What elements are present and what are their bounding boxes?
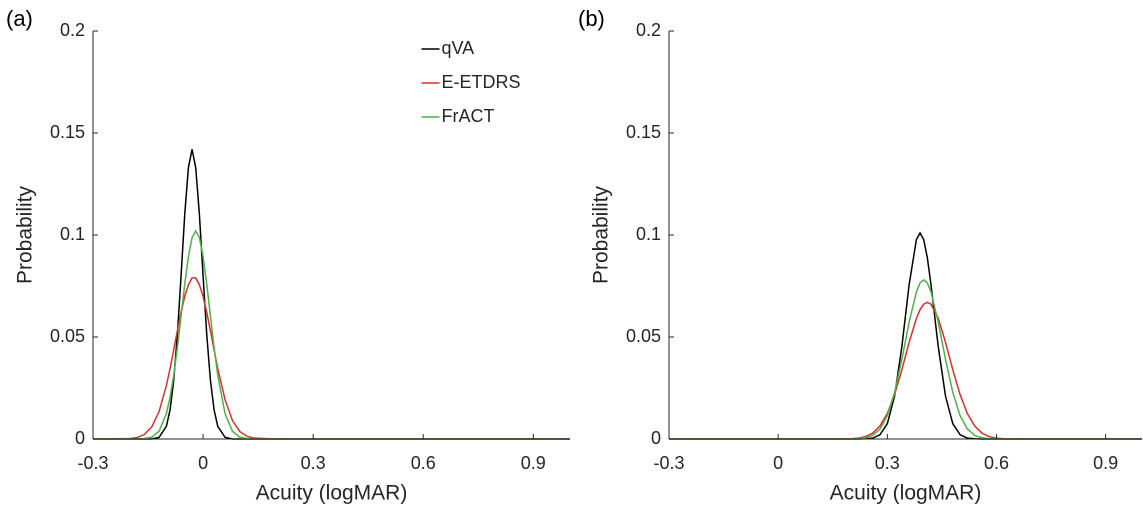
series-line xyxy=(93,149,570,440)
x-tick-label: 0.9 xyxy=(521,453,546,473)
y-tick-label: 0.1 xyxy=(636,224,661,244)
x-axis-label: Acuity (logMAR) xyxy=(256,482,408,505)
x-tick-label: 0.6 xyxy=(411,453,436,473)
y-axis-label: Probability xyxy=(590,185,613,284)
y-tick-label: 0 xyxy=(75,428,85,448)
x-tick-label: 0.3 xyxy=(301,453,326,473)
y-tick-label: 0.15 xyxy=(626,122,661,142)
x-tick-label: 0 xyxy=(773,453,783,473)
x-tick-label: 0 xyxy=(198,453,208,473)
x-tick-label: 0.3 xyxy=(875,453,900,473)
y-tick-label: 0.2 xyxy=(636,20,661,40)
legend-label: FrACT xyxy=(442,106,495,126)
series-line xyxy=(669,301,1142,440)
series-line xyxy=(92,277,570,440)
x-tick-label: -0.3 xyxy=(653,453,684,473)
y-tick-label: 0 xyxy=(651,428,661,448)
legend-label: E-ETDRS xyxy=(442,72,521,92)
panel-label: (a) xyxy=(6,6,33,31)
x-axis-label: Acuity (logMAR) xyxy=(830,482,982,505)
y-tick-label: 0.2 xyxy=(60,20,85,40)
y-tick-label: 0.1 xyxy=(60,224,85,244)
legend-label: qVA xyxy=(442,38,475,58)
x-tick-label: 0.6 xyxy=(984,453,1009,473)
y-tick-label: 0.05 xyxy=(626,326,661,346)
y-tick-label: 0.15 xyxy=(50,122,85,142)
series-line xyxy=(669,278,1142,440)
x-tick-label: 0.9 xyxy=(1093,453,1118,473)
y-tick-label: 0.05 xyxy=(50,326,85,346)
x-tick-label: -0.3 xyxy=(77,453,108,473)
y-axis-label: Probability xyxy=(14,185,37,284)
series-line xyxy=(93,229,570,440)
panel-label: (b) xyxy=(578,6,605,31)
series-line xyxy=(669,231,1142,440)
